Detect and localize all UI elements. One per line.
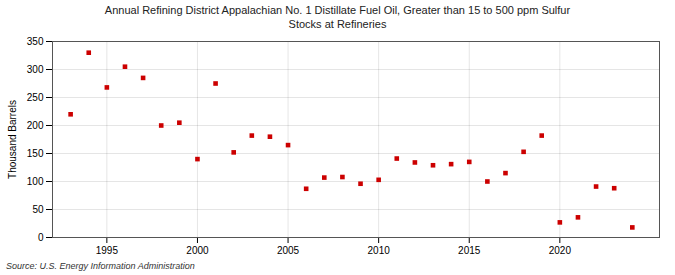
svg-text:50: 50 — [32, 204, 44, 215]
svg-text:250: 250 — [27, 92, 44, 103]
svg-text:2020: 2020 — [549, 245, 572, 256]
svg-text:300: 300 — [27, 64, 44, 75]
svg-text:0: 0 — [38, 232, 44, 243]
svg-text:2010: 2010 — [368, 245, 391, 256]
html-text:Source: U.S. Energy Informatio: Source: U.S. Energy Information Administ… — [6, 261, 195, 271]
svg-text:2015: 2015 — [458, 245, 481, 256]
svg-text:350: 350 — [27, 36, 44, 47]
svg-text:2005: 2005 — [277, 245, 300, 256]
svg-text:200: 200 — [27, 120, 44, 131]
svg-text:100: 100 — [27, 176, 44, 187]
svg-text:2000: 2000 — [186, 245, 209, 256]
html-text:Annual Refining District Appal: Annual Refining District Appalachian No.… — [104, 4, 571, 30]
svg-text:1995: 1995 — [96, 245, 119, 256]
svg-text:150: 150 — [27, 148, 44, 159]
svg-text:Thousand Barrels: Thousand Barrels — [7, 100, 18, 179]
